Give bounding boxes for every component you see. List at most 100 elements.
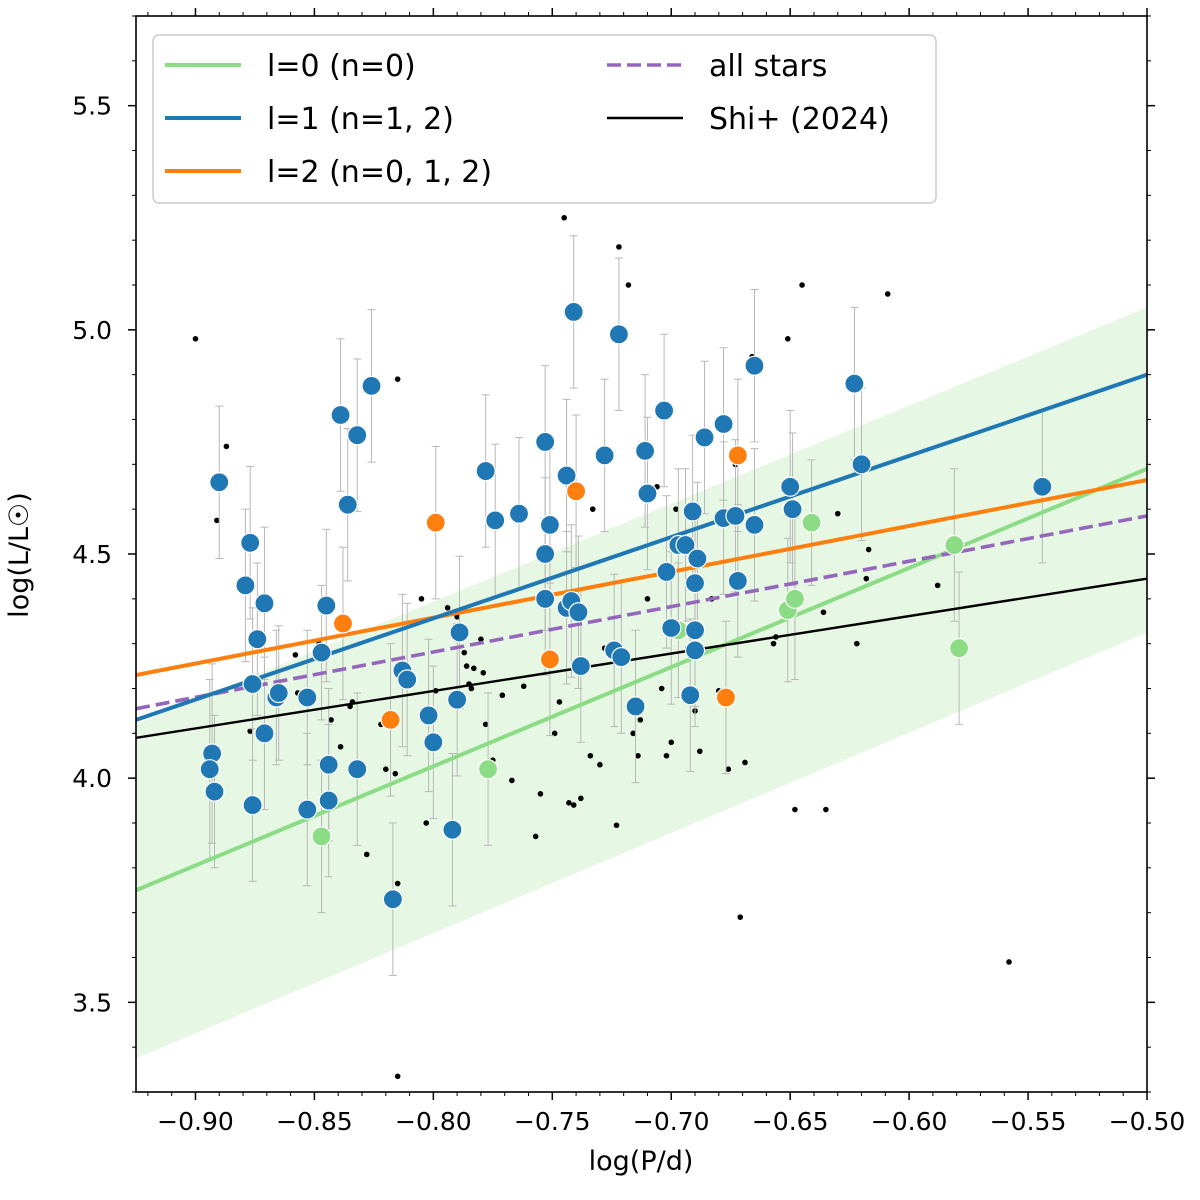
all-stars-point bbox=[532, 833, 539, 840]
all-stars-point bbox=[630, 730, 636, 737]
all-stars-point bbox=[423, 820, 430, 826]
l1-mode-point bbox=[447, 689, 468, 710]
l1-mode-point bbox=[204, 781, 225, 802]
all-stars-point bbox=[770, 640, 777, 647]
l0-mode-point bbox=[944, 534, 965, 556]
all-stars-point bbox=[509, 777, 515, 784]
l1-mode-point bbox=[625, 696, 646, 717]
l1-mode-point bbox=[316, 595, 337, 616]
l1-mode-point bbox=[694, 427, 715, 448]
l1-mode-point bbox=[844, 373, 865, 394]
all-stars-point bbox=[663, 752, 670, 759]
l1-mode-point bbox=[782, 499, 803, 520]
all-stars-point bbox=[853, 640, 860, 647]
l1-mode-point bbox=[780, 476, 801, 497]
all-stars-point bbox=[934, 582, 941, 589]
l1-mode-point bbox=[661, 617, 682, 639]
all-stars-point bbox=[1006, 959, 1012, 965]
l1-mode-point bbox=[199, 759, 220, 780]
l1-mode-point bbox=[297, 687, 318, 708]
all-stars-point bbox=[556, 699, 563, 705]
l0-mode-point bbox=[477, 759, 499, 780]
l1-mode-point bbox=[656, 561, 677, 583]
l1-mode-point bbox=[382, 889, 404, 910]
all-stars-point bbox=[551, 730, 558, 737]
l1-mode-point bbox=[397, 669, 418, 690]
l1-mode-point bbox=[682, 501, 703, 522]
x-tick-label: −0.65 bbox=[752, 1107, 829, 1136]
all-stars-point bbox=[363, 851, 370, 858]
l1-mode-point bbox=[634, 440, 656, 461]
l1-mode-point bbox=[637, 483, 658, 504]
all-stars-point bbox=[784, 336, 791, 342]
mode-points-layer bbox=[199, 301, 1053, 910]
x-tick-label: −0.55 bbox=[990, 1107, 1067, 1136]
x-tick-label: −0.60 bbox=[871, 1107, 948, 1136]
l1-mode-point bbox=[423, 732, 444, 753]
l2-mode-point bbox=[565, 481, 587, 502]
all-stars-point bbox=[418, 596, 425, 602]
x-axis-label: log(P/d) bbox=[589, 1146, 694, 1177]
l1-mode-point bbox=[254, 593, 275, 614]
l0-mode-point bbox=[948, 638, 970, 659]
all-stars-point bbox=[382, 766, 389, 772]
y-tick-label: 4.5 bbox=[72, 540, 112, 569]
all-stars-point bbox=[799, 282, 805, 288]
all-stars-point bbox=[214, 517, 220, 524]
all-stars-point bbox=[820, 609, 827, 616]
l1-mode-point bbox=[713, 413, 734, 435]
l1-mode-point bbox=[539, 514, 561, 535]
l1-mode-point bbox=[361, 375, 382, 396]
all-stars-point bbox=[668, 739, 675, 746]
all-stars-point bbox=[823, 806, 829, 813]
l1-mode-point bbox=[684, 573, 706, 594]
all-stars-point bbox=[478, 636, 484, 642]
l0-legend-label: l=0 (n=0) bbox=[267, 49, 416, 84]
l1-mode-point bbox=[485, 510, 506, 531]
l1-mode-point bbox=[247, 629, 268, 650]
all-stars-point bbox=[392, 770, 399, 777]
all-stars-point bbox=[470, 665, 477, 672]
l2-mode-point bbox=[380, 709, 401, 730]
l0-mode-point bbox=[784, 588, 806, 609]
l1-mode-point bbox=[684, 640, 706, 661]
l1-mode-point bbox=[535, 543, 556, 565]
l1-mode-point bbox=[1032, 476, 1053, 497]
all-stars-point bbox=[328, 717, 334, 723]
all-stars-point bbox=[499, 692, 506, 699]
all-legend-label: all stars bbox=[709, 49, 827, 84]
all-stars-point bbox=[292, 652, 299, 658]
all-stars-point bbox=[884, 291, 891, 297]
all-stars-point bbox=[394, 376, 401, 382]
all-stars-point bbox=[673, 506, 679, 512]
all-stars-point bbox=[468, 685, 475, 692]
l1-mode-point bbox=[337, 494, 358, 515]
l1-mode-point bbox=[418, 705, 439, 726]
l2-mode-point bbox=[425, 512, 446, 533]
x-tick-label: −0.70 bbox=[633, 1107, 710, 1136]
l1-mode-point bbox=[242, 673, 263, 695]
l0-fit-line bbox=[136, 466, 1147, 893]
all-stars-point bbox=[223, 443, 230, 450]
all-stars-point bbox=[737, 914, 744, 920]
y-tick-label: 4.0 bbox=[72, 764, 112, 793]
l1-mode-point bbox=[556, 465, 577, 486]
l1-mode-point bbox=[240, 532, 261, 553]
all-stars-point bbox=[589, 506, 596, 512]
l1-mode-point bbox=[680, 685, 701, 706]
l1-mode-point bbox=[570, 655, 591, 677]
l1-mode-point bbox=[725, 505, 746, 526]
y-axis-label: log(L/L☉) bbox=[4, 492, 35, 618]
all-stars-point bbox=[644, 596, 651, 602]
all-stars-point bbox=[725, 766, 732, 772]
l1-mode-point bbox=[449, 622, 470, 643]
l1-mode-point bbox=[535, 431, 556, 453]
all-stars-point bbox=[570, 802, 577, 808]
l1-mode-point bbox=[235, 575, 256, 596]
l0-mode-point bbox=[801, 512, 822, 533]
all-stars-point bbox=[394, 880, 401, 887]
all-fit-line bbox=[136, 514, 1147, 711]
all-stars-point bbox=[792, 806, 798, 813]
all-stars-point bbox=[625, 282, 632, 288]
